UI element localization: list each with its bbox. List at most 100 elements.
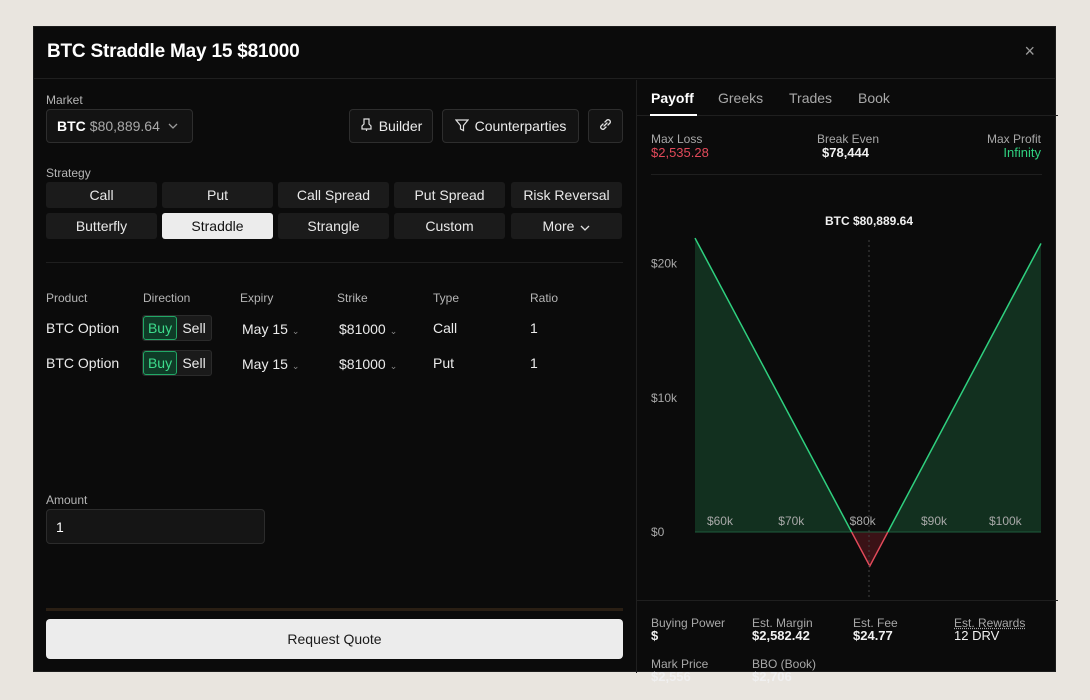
builder-label: Builder (378, 118, 423, 134)
col-strike: Strike (337, 291, 368, 305)
tab-payoff[interactable]: Payoff (651, 90, 694, 106)
mark-price-label: Mark Price (651, 657, 709, 671)
leg2-expiry: May 15 (242, 356, 288, 372)
market-symbol: BTC (57, 118, 86, 134)
strategy-butterfly[interactable]: Butterfly (46, 213, 157, 239)
col-type: Type (433, 291, 460, 305)
payoff-line-right (887, 243, 1042, 533)
leg1-product: BTC Option (46, 320, 120, 336)
leg2-buy-button[interactable]: Buy (143, 351, 178, 375)
est-rewards-value: 12 DRV (954, 628, 1000, 643)
strategy-call-spread[interactable]: Call Spread (278, 182, 389, 208)
request-quote-button[interactable]: Request Quote (46, 619, 623, 659)
col-ratio: Ratio (530, 291, 559, 305)
mark-price-value: $2,556 (651, 669, 691, 684)
share-link-button[interactable] (588, 109, 623, 143)
tab-trades[interactable]: Trades (789, 90, 833, 106)
payoff-panel: Payoff Greeks Trades Book Max Loss $2,53… (636, 80, 1058, 684)
leg1-sell-button[interactable]: Sell (182, 320, 206, 336)
leg2-expiry-select[interactable]: May 15 ⌄ (242, 356, 299, 372)
strategy-put-spread[interactable]: Put Spread (394, 182, 505, 208)
market-price: $80,889.64 (89, 118, 160, 134)
payoff-line-loss (850, 531, 889, 568)
section-divider (46, 262, 623, 263)
quote-progress-track (46, 608, 623, 611)
market-select[interactable]: BTC $80,889.64 (46, 109, 193, 143)
col-product: Product (46, 291, 88, 305)
payoff-chart: BTC $80,889.64 $20k $10k $0 $60k $70k $80k $9… (637, 200, 1058, 610)
loss-area (851, 532, 888, 567)
leg1-expiry: May 15 (242, 321, 288, 337)
break-even-value: $78,444 (822, 145, 869, 160)
leg1-direction-toggle: Buy Sell (142, 315, 212, 341)
est-rewards-label[interactable]: Est. Rewards (954, 616, 1026, 630)
strategy-strangle[interactable]: Strangle (278, 213, 389, 239)
strategy-risk-reversal[interactable]: Risk Reversal (511, 182, 622, 208)
max-loss-label: Max Loss (651, 132, 703, 146)
payoff-chart-svg: BTC $80,889.64 $20k $10k $0 $60k $70k $80k $9… (651, 214, 1042, 610)
chevron-down-icon (580, 218, 590, 234)
chevron-down-icon: ⌄ (291, 361, 300, 371)
link-icon (598, 117, 613, 135)
leg1-expiry-select[interactable]: May 15 ⌄ (242, 321, 299, 337)
leg2-sell-button[interactable]: Sell (182, 355, 206, 371)
max-profit-label: Max Profit (986, 132, 1041, 146)
leg2-strike: $81000 (339, 356, 386, 372)
x-tick-label: $100k (989, 514, 1023, 528)
est-margin-label: Est. Margin (752, 616, 813, 630)
active-tab-indicator (650, 114, 697, 116)
tab-greeks[interactable]: Greeks (718, 90, 764, 106)
est-fee-value: $24.77 (853, 628, 893, 643)
strategy-straddle[interactable]: Straddle (162, 213, 273, 239)
y-tick-label: $20k (651, 257, 678, 271)
strategy-label: Strategy (46, 166, 91, 180)
max-loss-value: $2,535.28 (651, 145, 709, 160)
panel-tabs: Payoff Greeks Trades Book (637, 80, 1058, 116)
col-direction: Direction (143, 291, 191, 305)
builder-button[interactable]: Builder (349, 109, 433, 143)
builder-icon (360, 117, 373, 135)
modal-header: BTC Straddle May 15 $81000 × (34, 27, 1055, 79)
market-label: Market (46, 93, 83, 107)
leg1-ratio: 1 (530, 320, 538, 336)
counterparties-label: Counterparties (474, 118, 567, 134)
x-tick-label: $60k (707, 514, 734, 528)
chevron-down-icon (168, 121, 178, 132)
leg1-strike: $81000 (339, 321, 386, 337)
col-expiry: Expiry (240, 291, 274, 305)
strategy-more[interactable]: More (511, 213, 622, 239)
max-profit-value: Infinity (1003, 145, 1041, 160)
leg1-buy-button[interactable]: Buy (143, 316, 178, 340)
modal-title: BTC Straddle May 15 $81000 (47, 41, 300, 62)
payoff-line-left (694, 237, 853, 533)
leg2-strike-select[interactable]: $81000 ⌄ (339, 356, 397, 372)
leg1-type: Call (433, 320, 458, 336)
chart-title: BTC $80,889.64 (825, 214, 913, 228)
est-fee-label: Est. Fee (853, 616, 898, 630)
strategy-more-label: More (542, 218, 575, 234)
strategy-put[interactable]: Put (162, 182, 273, 208)
leg2-product: BTC Option (46, 355, 120, 371)
strategy-call[interactable]: Call (46, 182, 157, 208)
chevron-down-icon: ⌄ (291, 326, 300, 336)
buying-power-label: Buying Power (651, 616, 726, 630)
leg1-strike-select[interactable]: $81000 ⌄ (339, 321, 397, 337)
bbo-value: $2,706 (752, 669, 792, 684)
straddle-modal: BTC Straddle May 15 $81000 × Market BTC … (33, 26, 1058, 684)
tab-book[interactable]: Book (858, 90, 890, 106)
filter-icon (454, 118, 469, 135)
counterparties-button[interactable]: Counterparties (442, 109, 579, 143)
amount-label: Amount (46, 493, 88, 507)
leg2-direction-toggle: Buy Sell (142, 350, 212, 376)
chevron-down-icon: ⌄ (389, 326, 398, 336)
leg2-ratio: 1 (530, 355, 538, 371)
x-tick-label: $80k (850, 514, 877, 528)
amount-input[interactable] (46, 509, 265, 544)
close-icon[interactable]: × (1024, 41, 1035, 61)
order-stats: Buying Power $ Est. Margin $2,582.42 Est… (637, 600, 1058, 684)
buying-power-value: $ (651, 628, 659, 643)
strategy-custom[interactable]: Custom (394, 213, 505, 239)
break-even-label: Break Even (817, 132, 880, 146)
builder-panel: Market BTC $80,889.64 Builder Counterpar… (34, 80, 636, 673)
summary-divider (651, 174, 1042, 175)
